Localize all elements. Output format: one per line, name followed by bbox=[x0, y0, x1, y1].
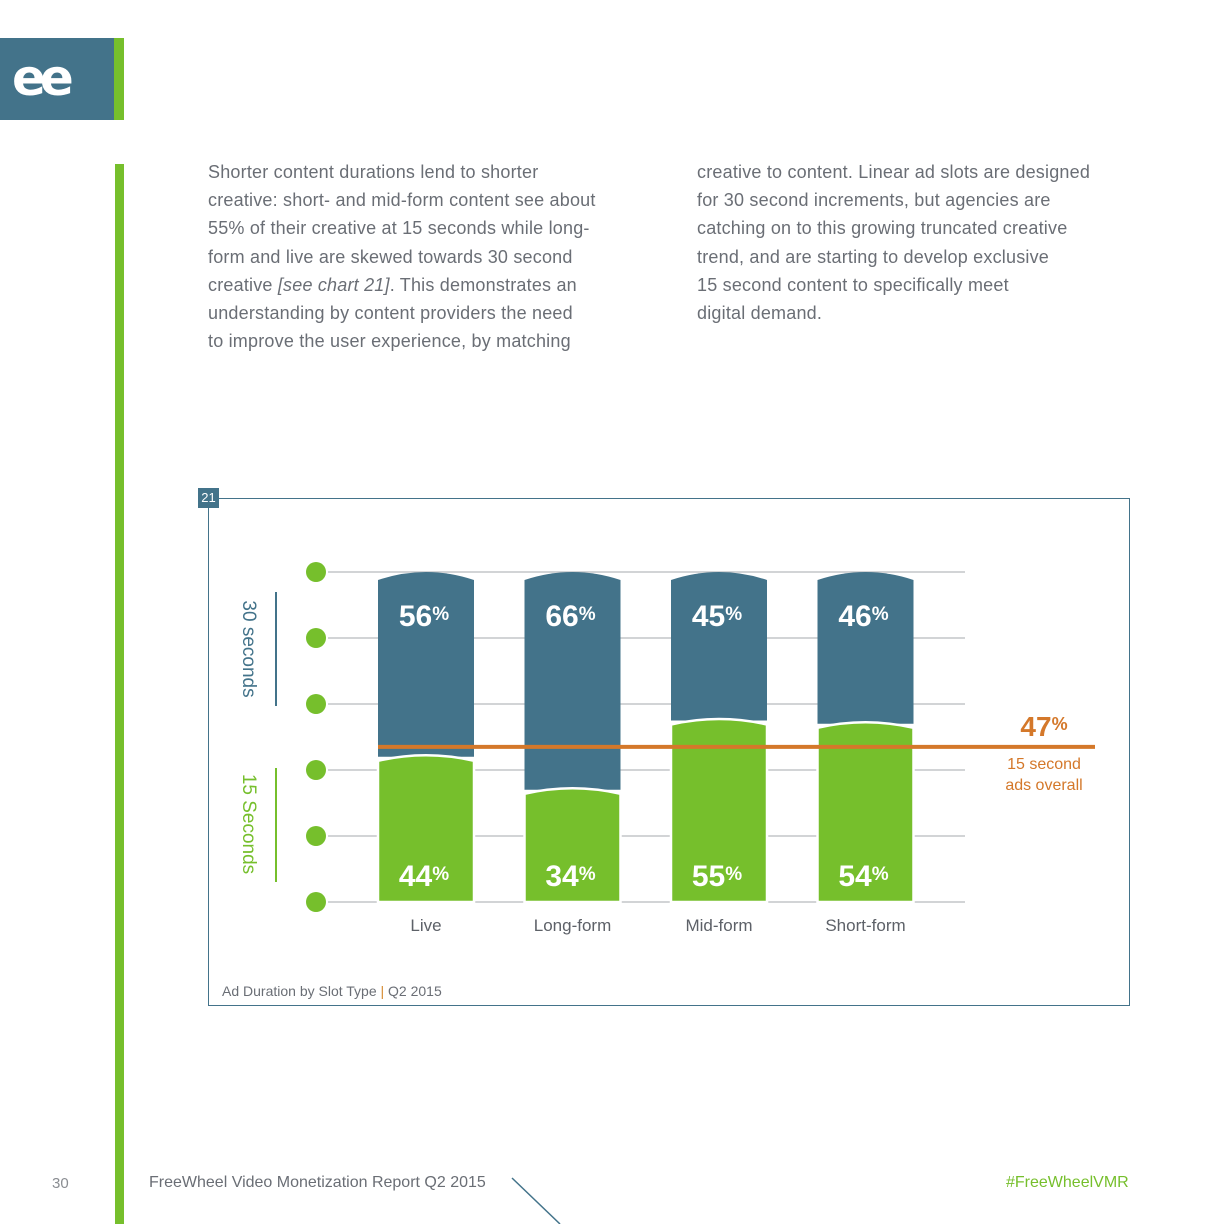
chart-number-badge: 21 bbox=[198, 488, 219, 508]
body-line: digital demand. bbox=[697, 303, 823, 324]
gridline-dot bbox=[306, 892, 326, 912]
body-line: trend, and are starting to develop exclu… bbox=[697, 246, 1050, 267]
category-label: Short-form bbox=[825, 916, 905, 935]
caption-title: Ad Duration by Slot Type bbox=[222, 983, 377, 999]
body-text-right-column: creative to content. Linear ad slots are… bbox=[697, 158, 1147, 327]
category-label: Live bbox=[410, 916, 441, 935]
bar-30-seconds bbox=[378, 572, 474, 757]
axis-label-15-seconds: 15 Seconds bbox=[238, 774, 259, 874]
page-number: 30 bbox=[52, 1175, 69, 1192]
bar-30-seconds bbox=[817, 572, 914, 724]
data-label-30: 56% bbox=[399, 600, 449, 633]
body-line: 15 second content to specifically meet bbox=[697, 274, 1009, 295]
chart-caption: Ad Duration by Slot Type | Q2 2015 bbox=[222, 983, 442, 999]
logo-accent-bar bbox=[114, 38, 124, 120]
caption-separator: | bbox=[380, 983, 385, 999]
footer-hashtag: #FreeWheelVMR bbox=[1006, 1174, 1129, 1191]
data-label-30: 46% bbox=[838, 600, 888, 633]
gridline-dot bbox=[306, 694, 326, 714]
footer-report-title: FreeWheel Video Monetization Report Q2 2… bbox=[149, 1174, 486, 1191]
logo-block: ee bbox=[0, 38, 114, 120]
body-line: understanding by content providers the n… bbox=[208, 303, 573, 324]
gridline-dot bbox=[306, 760, 326, 780]
caption-period: Q2 2015 bbox=[388, 983, 442, 999]
body-line: creative: short- and mid-form content se… bbox=[208, 190, 596, 211]
diagonal-line bbox=[511, 1177, 561, 1224]
category-label: Long-form bbox=[534, 916, 611, 935]
gridline-dot bbox=[306, 628, 326, 648]
bar-30-seconds bbox=[524, 572, 621, 790]
chart-reference: [see chart 21] bbox=[277, 274, 390, 295]
bar-30-seconds bbox=[671, 572, 767, 721]
reference-caption-line2: ads overall bbox=[1005, 777, 1082, 794]
body-text: creative bbox=[208, 274, 278, 295]
body-line: creative [see chart 21]. This demonstrat… bbox=[208, 271, 648, 299]
left-accent-bar bbox=[115, 164, 124, 1224]
bar-15-seconds bbox=[816, 721, 915, 904]
freewheel-logo-icon: ee bbox=[12, 49, 74, 107]
data-label-30: 66% bbox=[545, 600, 595, 633]
body-line: creative to content. Linear ad slots are… bbox=[697, 162, 1091, 182]
body-line: form and live are skewed towards 30 seco… bbox=[208, 246, 573, 267]
data-label-15: 34% bbox=[545, 860, 595, 893]
data-label-15: 54% bbox=[838, 860, 888, 893]
body-line: 55% of their creative at 15 seconds whil… bbox=[208, 218, 590, 239]
body-line: Shorter content durations lend to shorte… bbox=[208, 162, 539, 182]
body-text-left-column: Shorter content durations lend to shorte… bbox=[208, 158, 648, 355]
data-label-15: 55% bbox=[692, 860, 742, 893]
reference-caption-line1: 15 second bbox=[1007, 756, 1081, 773]
body-line: catching on to this growing truncated cr… bbox=[697, 218, 1068, 239]
bar-15-seconds bbox=[523, 787, 622, 904]
body-line: for 30 second increments, but agencies a… bbox=[697, 190, 1051, 211]
chart-frame bbox=[208, 498, 1130, 1006]
body-line: to improve the user experience, by match… bbox=[208, 331, 571, 352]
gridline-dot bbox=[306, 562, 326, 582]
axis-label-30-seconds: 30 seconds bbox=[238, 600, 259, 697]
bar-15-seconds bbox=[669, 717, 769, 904]
body-text: . This demonstrates an bbox=[389, 274, 577, 295]
category-label: Mid-form bbox=[685, 916, 752, 935]
data-label-30: 45% bbox=[692, 600, 742, 633]
data-label-15: 44% bbox=[399, 860, 449, 893]
bar-15-seconds bbox=[376, 754, 476, 904]
gridline-dot bbox=[306, 826, 326, 846]
reference-value-label: 47% bbox=[1020, 711, 1067, 742]
